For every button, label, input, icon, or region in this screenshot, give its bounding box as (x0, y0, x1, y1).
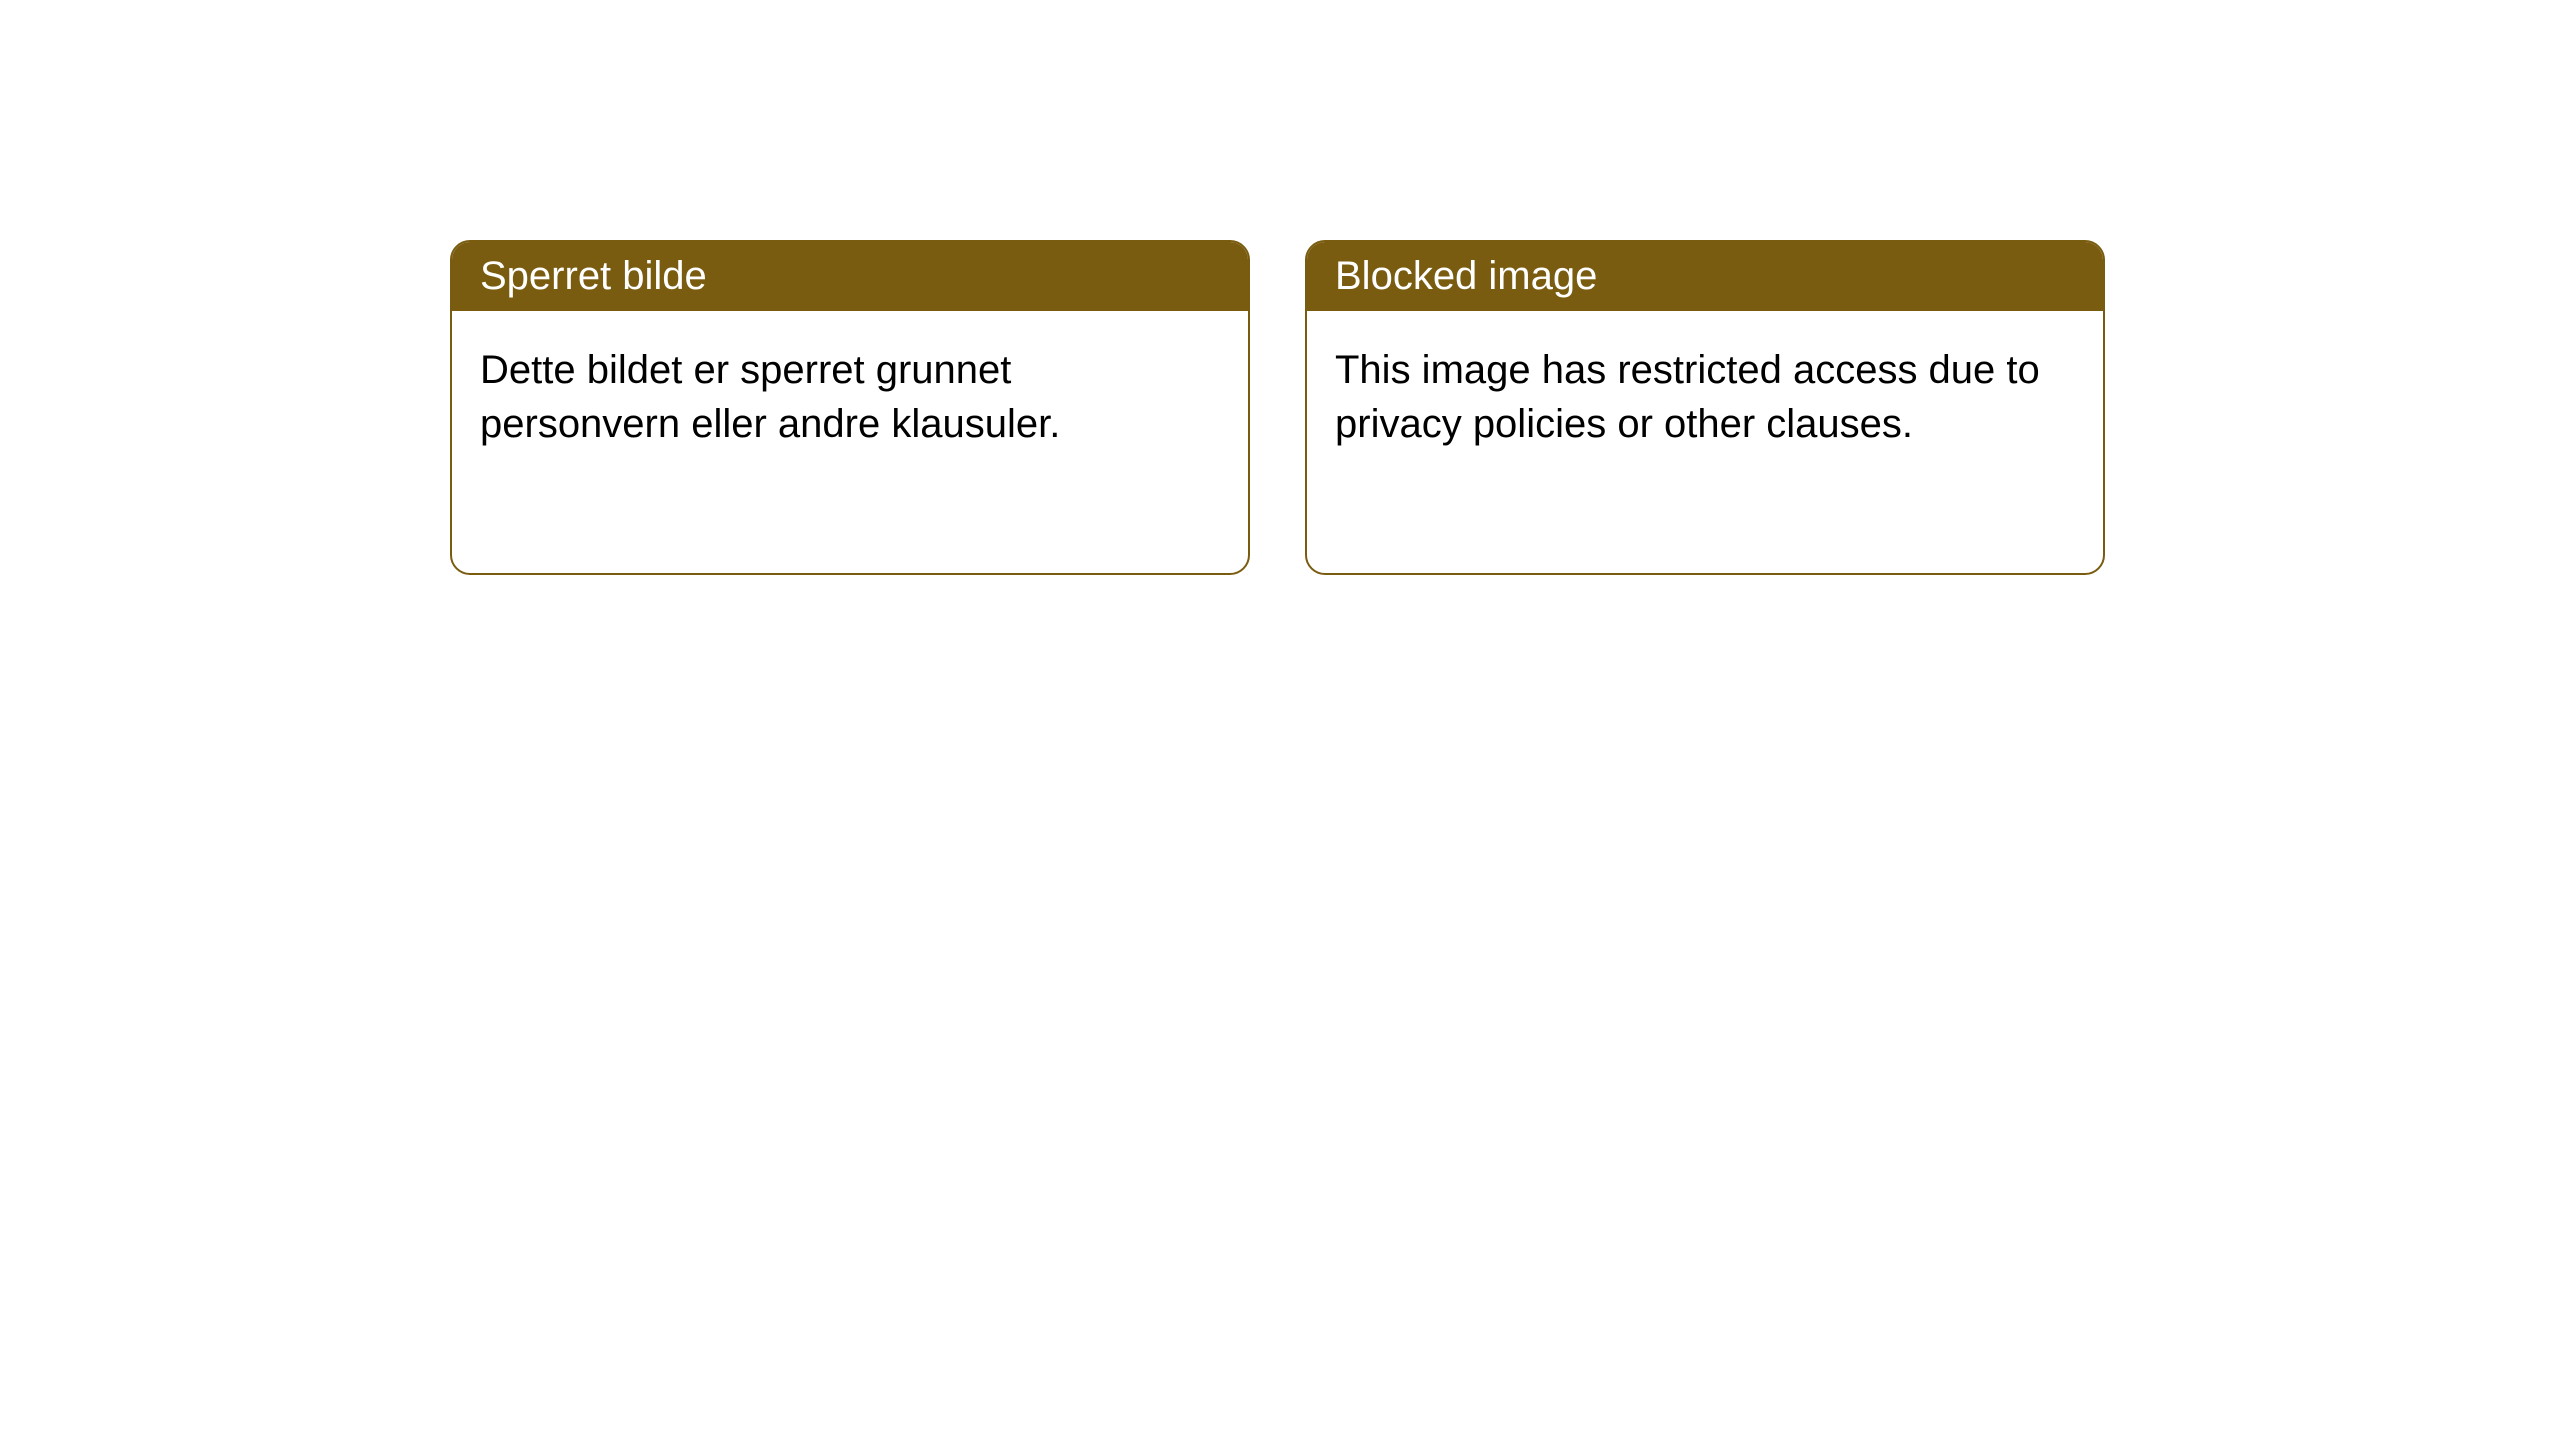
card-title: Sperret bilde (480, 254, 707, 298)
card-header: Blocked image (1307, 242, 2103, 311)
card-body: This image has restricted access due to … (1307, 311, 2103, 483)
notice-container: Sperret bilde Dette bildet er sperret gr… (450, 240, 2560, 575)
card-title: Blocked image (1335, 254, 1597, 298)
card-body: Dette bildet er sperret grunnet personve… (452, 311, 1248, 483)
card-body-text: This image has restricted access due to … (1335, 348, 2040, 446)
notice-card-norwegian: Sperret bilde Dette bildet er sperret gr… (450, 240, 1250, 575)
notice-card-english: Blocked image This image has restricted … (1305, 240, 2105, 575)
card-header: Sperret bilde (452, 242, 1248, 311)
card-body-text: Dette bildet er sperret grunnet personve… (480, 348, 1060, 446)
